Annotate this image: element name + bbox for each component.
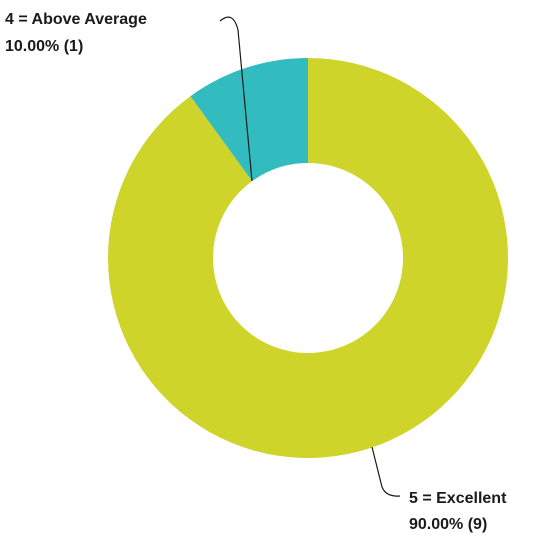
slice-5-excellent	[107, 58, 509, 458]
leader-line-excellent	[371, 446, 401, 497]
slice-label-above-average: 4 = Above Average	[5, 11, 147, 28]
slice-value-excellent: 90.00% (9)	[409, 516, 487, 533]
leader-line-above-average	[219, 16, 253, 182]
slices-group	[107, 57, 509, 458]
slice-value-above-average: 10.00% (1)	[5, 38, 83, 55]
slice-label-excellent: 5 = Excellent	[409, 490, 507, 507]
slice-4-above-average	[190, 57, 308, 182]
